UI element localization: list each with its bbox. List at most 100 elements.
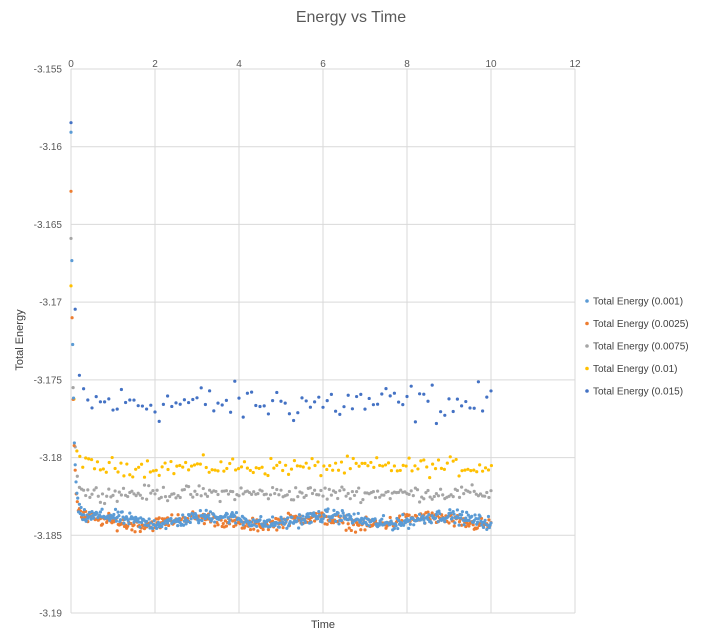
data-point <box>430 497 434 501</box>
data-point <box>178 463 182 468</box>
data-point <box>329 493 333 497</box>
data-point <box>307 466 311 470</box>
data-point <box>427 513 431 517</box>
data-point <box>367 396 371 401</box>
data-point <box>355 394 359 399</box>
data-point <box>411 493 415 498</box>
data-point <box>397 490 401 495</box>
data-point <box>297 526 301 530</box>
data-point <box>439 466 444 470</box>
data-point <box>337 522 341 526</box>
data-point <box>94 395 98 399</box>
data-point <box>451 510 455 514</box>
data-point <box>120 510 124 514</box>
data-point <box>227 521 231 525</box>
data-point <box>186 519 190 523</box>
data-point <box>138 493 142 497</box>
data-point <box>121 486 126 490</box>
legend-entry: Total Energy (0.0025) <box>593 319 689 330</box>
data-point <box>81 517 85 522</box>
data-point <box>210 468 214 472</box>
data-point <box>75 474 79 478</box>
data-point <box>131 475 135 479</box>
data-point <box>301 465 305 469</box>
data-point <box>354 461 358 465</box>
data-point <box>95 511 99 515</box>
data-point <box>239 520 244 524</box>
data-point <box>470 483 474 487</box>
data-point <box>177 517 181 521</box>
data-point <box>174 520 178 524</box>
data-point <box>423 521 427 525</box>
data-point <box>166 521 170 525</box>
data-point <box>71 342 75 347</box>
data-point <box>169 516 173 521</box>
data-point <box>108 513 113 517</box>
data-point <box>436 520 440 524</box>
data-point <box>338 489 342 493</box>
data-point <box>344 494 348 498</box>
data-point <box>157 419 161 424</box>
data-point <box>349 514 353 519</box>
data-point <box>271 485 275 490</box>
data-point <box>405 517 409 521</box>
data-point <box>125 462 129 466</box>
data-point <box>111 493 115 497</box>
data-point <box>350 489 354 494</box>
data-point <box>153 492 157 496</box>
data-point <box>327 487 331 491</box>
data-point <box>460 510 465 514</box>
data-point <box>81 465 85 469</box>
data-point <box>136 491 140 495</box>
data-point <box>96 494 100 498</box>
data-point <box>112 512 116 517</box>
data-point <box>201 453 205 457</box>
data-point <box>223 519 227 523</box>
data-point <box>460 485 464 489</box>
data-point <box>319 474 323 478</box>
data-point <box>295 464 299 468</box>
data-point <box>392 526 396 531</box>
data-point <box>281 526 285 530</box>
data-point <box>339 514 343 518</box>
data-point <box>408 522 412 526</box>
data-point <box>304 399 308 403</box>
data-point <box>338 412 342 416</box>
data-point <box>266 412 270 416</box>
data-point <box>134 467 138 471</box>
x-axis-label: Time <box>311 619 335 631</box>
data-point <box>392 391 396 395</box>
data-point <box>92 516 96 520</box>
data-point <box>309 520 313 524</box>
data-point <box>294 486 298 490</box>
data-point <box>234 511 239 515</box>
data-point <box>363 461 367 465</box>
data-point <box>357 486 361 490</box>
data-point <box>170 404 174 409</box>
data-point <box>426 488 430 493</box>
data-point <box>257 466 261 471</box>
data-point <box>402 523 406 527</box>
data-point <box>241 523 245 527</box>
data-point <box>259 515 263 519</box>
data-point <box>394 524 398 528</box>
data-point <box>478 514 482 519</box>
data-point <box>472 468 476 472</box>
data-point <box>378 463 382 468</box>
data-point <box>152 519 156 523</box>
data-point <box>434 421 438 426</box>
data-point <box>168 494 172 499</box>
data-point <box>200 519 204 523</box>
data-point <box>234 521 238 525</box>
data-point <box>201 486 205 491</box>
data-point <box>355 490 359 494</box>
data-point <box>252 523 256 527</box>
data-point <box>313 488 317 492</box>
data-point <box>429 521 433 525</box>
data-point <box>241 492 245 496</box>
data-point <box>197 484 201 488</box>
data-point <box>339 460 344 464</box>
data-point <box>252 490 256 494</box>
data-point <box>278 521 282 525</box>
data-point <box>422 392 426 396</box>
